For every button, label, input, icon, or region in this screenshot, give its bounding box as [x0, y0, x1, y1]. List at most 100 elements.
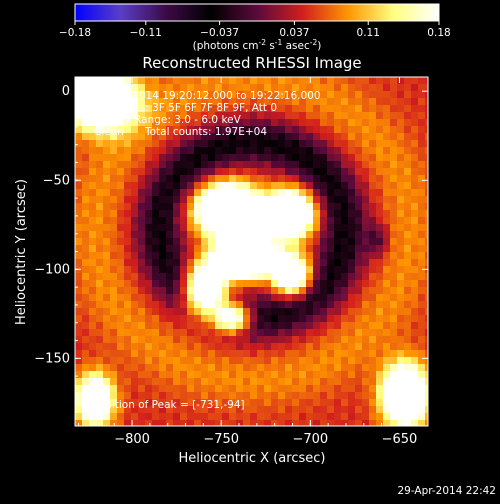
heatmap-cell: [152, 119, 160, 127]
heatmap-cell: [131, 182, 139, 190]
heatmap-cell: [327, 203, 335, 211]
heatmap-cell: [173, 399, 181, 407]
heatmap-cell: [180, 336, 188, 344]
heatmap-cell: [299, 224, 307, 232]
heatmap-cell: [257, 322, 265, 330]
heatmap-cell: [271, 301, 279, 309]
heatmap-cell: [173, 84, 181, 92]
heatmap-cell: [110, 91, 118, 99]
heatmap-cell: [320, 175, 328, 183]
heatmap-cell: [110, 280, 118, 288]
heatmap-cell: [425, 371, 428, 379]
heatmap-cell: [264, 231, 272, 239]
heatmap-cell: [320, 273, 328, 281]
heatmap-cell: [89, 105, 97, 113]
heatmap-cell: [96, 224, 104, 232]
info-line-counts: Total counts: 1.97E+04: [144, 126, 267, 138]
heatmap-cell: [138, 294, 146, 302]
heatmap-cell: [278, 308, 286, 316]
heatmap-cell: [187, 210, 195, 218]
heatmap-cell: [334, 301, 342, 309]
heatmap-cell: [138, 196, 146, 204]
heatmap-cell: [320, 224, 328, 232]
heatmap-cell: [292, 245, 300, 253]
heatmap-cell: [96, 294, 104, 302]
heatmap-cell: [362, 399, 370, 407]
heatmap-cell: [180, 301, 188, 309]
heatmap-cell: [215, 273, 223, 281]
heatmap-cell: [75, 196, 83, 204]
heatmap-cell: [250, 406, 258, 414]
heatmap-cell: [201, 294, 209, 302]
heatmap-cell: [131, 189, 139, 197]
heatmap-cell: [75, 245, 83, 253]
heatmap-cell: [243, 231, 251, 239]
heatmap-cell: [82, 280, 90, 288]
heatmap-cell: [250, 238, 258, 246]
heatmap-cell: [159, 238, 167, 246]
heatmap-cell: [82, 168, 90, 176]
heatmap-cell: [397, 133, 405, 141]
heatmap-cell: [89, 140, 97, 148]
heatmap-cell: [376, 308, 384, 316]
heatmap-cell: [383, 112, 391, 120]
heatmap-cell: [75, 294, 83, 302]
heatmap-cell: [362, 287, 370, 295]
heatmap-cell: [124, 196, 132, 204]
heatmap-cell: [75, 98, 83, 106]
heatmap-cell: [250, 343, 258, 351]
heatmap-cell: [145, 154, 153, 162]
heatmap-cell: [152, 105, 160, 113]
heatmap-cell: [82, 196, 90, 204]
heatmap-cell: [75, 385, 83, 393]
heatmap-cell: [110, 273, 118, 281]
heatmap-cell: [257, 301, 265, 309]
heatmap-cell: [131, 322, 139, 330]
heatmap-cell: [320, 161, 328, 169]
heatmap-cell: [173, 147, 181, 155]
heatmap-cell: [411, 203, 419, 211]
heatmap-cell: [236, 371, 244, 379]
heatmap-cell: [390, 336, 398, 344]
heatmap-cell: [131, 287, 139, 295]
heatmap-cell: [82, 224, 90, 232]
heatmap-cell: [299, 266, 307, 274]
heatmap-cell: [257, 189, 265, 197]
heatmap-cell: [173, 406, 181, 414]
heatmap-cell: [117, 168, 125, 176]
heatmap-cell: [327, 147, 335, 155]
heatmap-cell: [131, 364, 139, 372]
heatmap-cell: [348, 287, 356, 295]
heatmap-cell: [313, 364, 321, 372]
heatmap-cell: [208, 350, 216, 358]
heatmap-cell: [75, 399, 83, 407]
heatmap-cell: [96, 91, 104, 99]
heatmap-cell: [138, 357, 146, 365]
heatmap-cell: [180, 77, 188, 85]
heatmap-cell: [243, 343, 251, 351]
heatmap-cell: [89, 210, 97, 218]
heatmap-cell: [362, 308, 370, 316]
heatmap-cell: [313, 399, 321, 407]
heatmap-cell: [404, 364, 412, 372]
heatmap-cell: [201, 161, 209, 169]
heatmap-cell: [313, 315, 321, 323]
heatmap-cell: [110, 231, 118, 239]
heatmap-cell: [383, 378, 391, 386]
heatmap-cell: [376, 224, 384, 232]
heatmap-cell: [362, 266, 370, 274]
heatmap-cell: [124, 245, 132, 253]
heatmap-cell: [418, 140, 426, 148]
heatmap-cell: [355, 378, 363, 386]
heatmap-cell: [215, 385, 223, 393]
heatmap-cell: [306, 294, 314, 302]
heatmap-cell: [369, 287, 377, 295]
heatmap-cell: [299, 217, 307, 225]
heatmap-cell: [369, 259, 377, 267]
heatmap-cell: [208, 273, 216, 281]
heatmap-cell: [278, 154, 286, 162]
heatmap-cell: [285, 98, 293, 106]
heatmap-cell: [250, 224, 258, 232]
heatmap-cell: [271, 294, 279, 302]
heatmap-cell: [187, 329, 195, 337]
